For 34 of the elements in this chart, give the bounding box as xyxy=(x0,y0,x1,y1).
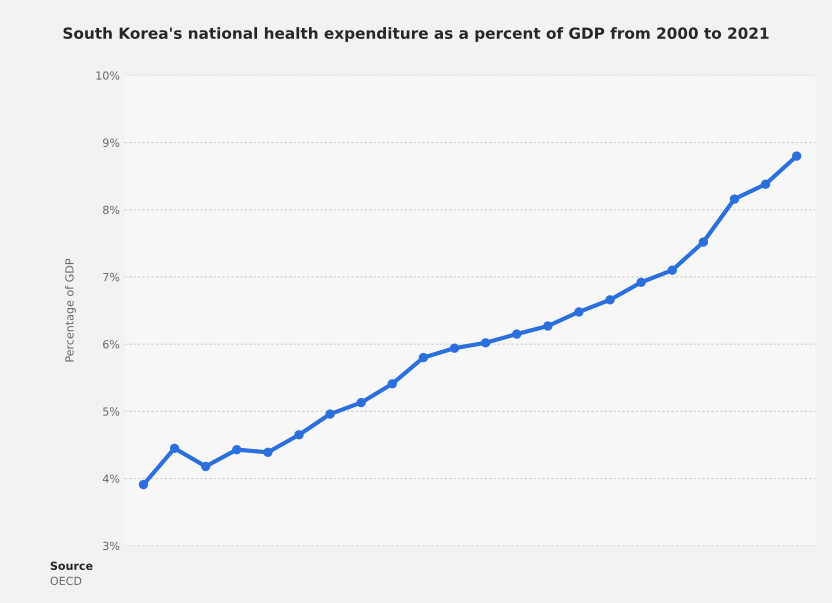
point xyxy=(418,352,428,362)
point xyxy=(170,444,180,453)
y-tick-label: 4% xyxy=(102,474,120,483)
point xyxy=(512,329,522,339)
point xyxy=(138,480,148,490)
point xyxy=(356,398,366,408)
text: OECD xyxy=(50,576,82,586)
y-tick-label: 8% xyxy=(103,206,120,214)
point xyxy=(668,266,677,275)
y-tick-label: 3% xyxy=(103,542,120,550)
y-tick-label: 5% xyxy=(103,407,120,416)
point xyxy=(388,379,397,388)
point xyxy=(605,295,615,304)
y-tick-label: 10% xyxy=(96,71,120,80)
chart-title: South Korea's national health expenditure as a percent of GDP from 2000 to 2021 xyxy=(64,27,769,42)
y-tick-label: 6% xyxy=(103,340,120,349)
y-axis-title: Percentage of GDP xyxy=(65,258,76,362)
point xyxy=(450,343,460,353)
point xyxy=(730,194,740,204)
point xyxy=(636,278,646,288)
point xyxy=(200,462,210,472)
point xyxy=(294,430,304,440)
point xyxy=(263,448,273,458)
point xyxy=(232,444,242,454)
y-tick-label: 9% xyxy=(103,138,120,147)
point xyxy=(698,237,708,247)
point xyxy=(792,151,802,161)
point xyxy=(760,180,770,189)
point xyxy=(574,307,584,317)
point xyxy=(325,409,335,419)
point xyxy=(543,321,553,331)
text: Source xyxy=(50,562,93,570)
y-tick-label: 7% xyxy=(103,272,120,282)
point xyxy=(480,338,490,348)
